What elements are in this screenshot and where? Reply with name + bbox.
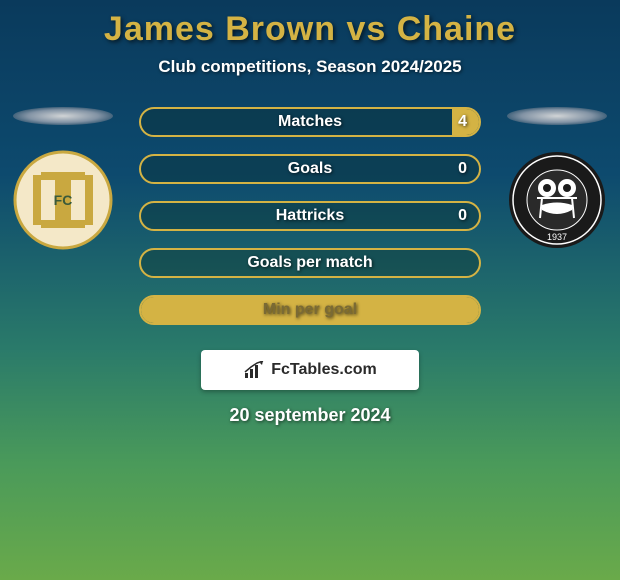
page-title: James Brown vs Chaine	[0, 10, 620, 49]
right-team-badge: 1937	[502, 107, 612, 250]
page-subtitle: Club competitions, Season 2024/2025	[0, 57, 620, 77]
svg-text:1937: 1937	[547, 232, 567, 242]
stat-label: Min per goal	[263, 301, 357, 319]
fctables-label: FcTables.com	[271, 361, 377, 379]
right-team-logo: 1937	[507, 150, 607, 250]
date-text: 20 september 2024	[0, 405, 620, 426]
stat-row: Min per goal	[139, 295, 481, 325]
stat-row: Goals 0	[139, 154, 481, 184]
stat-row: Goals per match	[139, 248, 481, 278]
left-team-badge: FC	[8, 107, 118, 250]
stat-label: Goals per match	[247, 254, 372, 272]
stats-area: FC 1937 Matches4Goals0Hattricks0Goals p	[0, 107, 620, 325]
fctables-branding[interactable]: FcTables.com	[201, 350, 419, 390]
left-team-logo: FC	[13, 150, 113, 250]
stat-label: Hattricks	[276, 207, 344, 225]
shadow-ellipse	[507, 107, 607, 125]
chart-icon	[243, 361, 267, 379]
shadow-ellipse	[13, 107, 113, 125]
stat-row: Hattricks 0	[139, 201, 481, 231]
main-container: James Brown vs Chaine Club competitions,…	[0, 0, 620, 436]
stat-label: Matches	[278, 113, 342, 131]
stat-value-right: 4	[458, 113, 467, 131]
stat-value-right: 0	[458, 207, 467, 225]
stat-value-right: 0	[458, 160, 467, 178]
svg-text:FC: FC	[54, 192, 73, 208]
stat-label: Goals	[288, 160, 332, 178]
stat-row: Matches 4	[139, 107, 481, 137]
